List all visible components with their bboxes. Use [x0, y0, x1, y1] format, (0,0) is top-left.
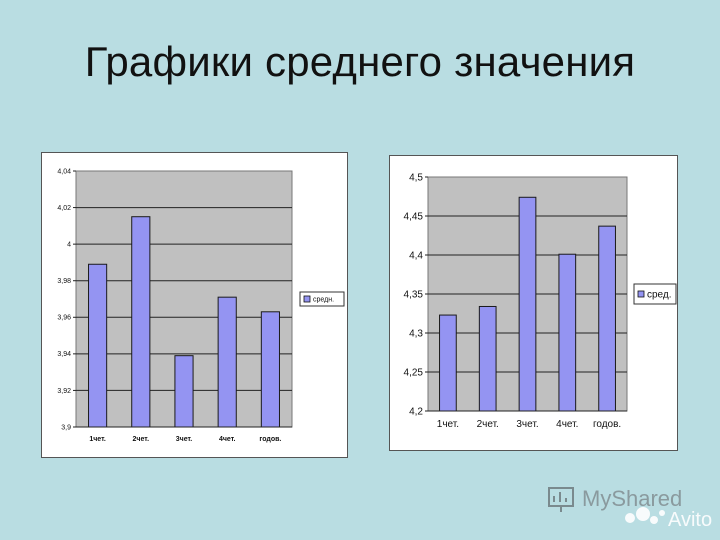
legend: средн. [299, 291, 345, 307]
bar-4 [217, 296, 237, 428]
bar-1 [88, 263, 108, 428]
avito-logo-icon [625, 507, 665, 524]
legend-swatch [303, 295, 311, 303]
legend-swatch [637, 290, 645, 298]
legend-label: сред. [647, 289, 672, 300]
y-tick-label: 4 [67, 241, 71, 248]
bar-1 [439, 314, 457, 412]
svg-text:Avito: Avito [668, 509, 712, 531]
x-tick-label: 3чет. [176, 436, 193, 443]
chart-quarterly-average-2: 4,2 4,25 4,3 4,35 4,4 4,45 4,5 1чет. 2чет. 3чет. 4… [389, 155, 678, 451]
y-tick-label: 4,02 [57, 205, 71, 212]
watermark-text: MyShared [582, 486, 682, 511]
watermark: MyShared Avito [546, 482, 716, 532]
bar-2 [131, 216, 151, 428]
slide-title: Графики среднего значения [84, 38, 636, 85]
y-tick-label: 4,04 [57, 168, 71, 175]
y-tick-label: 3,96 [57, 315, 71, 322]
presentation-icon [548, 487, 574, 512]
y-tick-label: 4,3 [409, 328, 423, 339]
y-tick-label: 3,98 [57, 278, 71, 285]
chart-quarterly-average-1: 3,9 3,92 3,94 3,96 3,98 4 4,02 4,04 1чет. 2чет. 3ч… [41, 152, 348, 458]
watermark-canvas: MyShared Avito [548, 486, 712, 531]
x-tick-label: 1чет. [89, 436, 106, 443]
bar-4 [558, 253, 577, 412]
legend-box [299, 291, 345, 307]
legend-label: средн. [313, 296, 334, 303]
chart-2-canvas: 4,2 4,25 4,3 4,35 4,4 4,45 4,5 1чет. 2чет. 3чет. 4… [404, 172, 677, 430]
x-tick-label: 2чет. [133, 436, 150, 443]
x-tick-label: 3чет. [516, 419, 538, 430]
y-tick-label: 3,9 [61, 424, 71, 431]
legend-box [633, 283, 677, 305]
y-tick-label: 4,25 [404, 367, 424, 378]
x-tick-label: годов. [593, 419, 621, 430]
y-tick-label: 4,2 [409, 406, 423, 417]
bar-5 [260, 311, 280, 428]
x-tick-label: 4чет. [219, 436, 236, 443]
y-tick-label: 4,4 [409, 250, 423, 261]
legend: сред. [633, 283, 677, 305]
y-tick-label: 4,5 [409, 172, 423, 183]
x-tick-label: 1чет. [437, 419, 459, 430]
bar-3 [174, 355, 194, 428]
bar-2 [478, 305, 497, 412]
y-tick-label: 3,92 [57, 388, 71, 395]
y-tick-label: 4,45 [404, 211, 424, 222]
y-tick-label: 4,35 [404, 289, 424, 300]
y-tick-label: 3,94 [57, 351, 71, 358]
x-tick-label: 2чет. [477, 419, 499, 430]
x-tick-label: 4чет. [556, 419, 578, 430]
bar-5 [598, 225, 616, 412]
bar-3 [518, 196, 537, 412]
x-tick-label: годов. [259, 436, 281, 443]
chart-1-canvas: 3,9 3,92 3,94 3,96 3,98 4 4,02 4,04 1чет. 2чет. 3ч… [57, 168, 345, 443]
